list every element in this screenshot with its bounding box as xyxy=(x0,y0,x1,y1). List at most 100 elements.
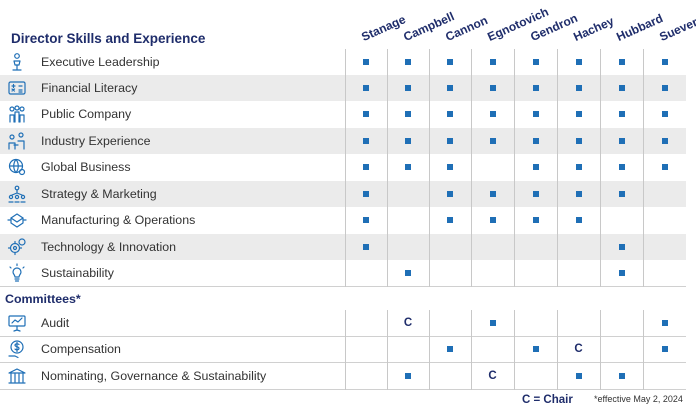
skill-cell-hubbard xyxy=(600,234,643,260)
skill-cell-suever xyxy=(643,101,686,127)
membership-marker xyxy=(618,270,625,276)
skill-cell-campbell xyxy=(387,128,429,154)
membership-marker xyxy=(575,217,582,223)
skill-cell-campbell xyxy=(387,101,429,127)
membership-marker xyxy=(405,270,411,276)
skill-label: Global Business xyxy=(41,160,131,174)
lightbulb-icon xyxy=(7,263,27,283)
skill-cell-egnotovich xyxy=(471,181,514,207)
skill-row: Sustainability xyxy=(0,260,686,287)
skill-row: Industry Experience xyxy=(0,128,686,154)
skill-cell-campbell xyxy=(387,181,429,207)
committee-row: Compensation C xyxy=(0,336,686,363)
skill-row: Technology & Innovation xyxy=(0,234,686,260)
column-divider xyxy=(600,49,601,287)
skill-cell-campbell xyxy=(387,207,429,233)
membership-marker xyxy=(532,138,539,144)
skill-cell-hubbard xyxy=(600,101,643,127)
skill-row: Global Business xyxy=(0,154,686,180)
director-header-hubbard: Hubbard xyxy=(614,11,666,44)
committee-cell-hachey: C xyxy=(557,336,600,362)
skill-row: Public Company xyxy=(0,101,686,127)
skill-cell-egnotovich xyxy=(471,260,514,286)
membership-marker xyxy=(532,164,539,170)
membership-marker xyxy=(363,191,369,197)
page-title: Director Skills and Experience xyxy=(11,31,206,46)
skill-label: Industry Experience xyxy=(41,134,151,148)
membership-marker xyxy=(661,346,668,352)
membership-marker xyxy=(532,59,539,65)
skill-cell-cannon xyxy=(429,181,471,207)
skill-cell-hubbard xyxy=(600,181,643,207)
director-header-stanage: Stanage xyxy=(359,12,408,44)
membership-marker xyxy=(447,85,453,91)
skill-cell-suever xyxy=(643,154,686,180)
membership-marker xyxy=(618,111,625,117)
chair-legend: C = Chair xyxy=(522,394,573,406)
membership-marker xyxy=(661,59,668,65)
skill-cell-gendron xyxy=(514,234,557,260)
membership-marker xyxy=(618,59,625,65)
column-divider xyxy=(387,49,388,287)
skill-cell-suever xyxy=(643,181,686,207)
skill-cell-hachey xyxy=(557,260,600,286)
skill-cell-egnotovich xyxy=(471,234,514,260)
skill-cell-hachey xyxy=(557,101,600,127)
membership-marker xyxy=(363,138,369,144)
skill-label: Public Company xyxy=(41,107,132,121)
membership-marker xyxy=(532,191,539,197)
chair-marker: C xyxy=(574,343,583,355)
committee-cell-suever xyxy=(643,363,686,389)
skill-cell-hachey xyxy=(557,207,600,233)
membership-marker xyxy=(363,217,369,223)
membership-marker xyxy=(447,138,453,144)
column-divider xyxy=(471,49,472,287)
column-divider xyxy=(387,310,388,390)
membership-marker xyxy=(447,59,453,65)
committee-cell-hubbard xyxy=(600,310,643,336)
column-divider xyxy=(429,310,430,390)
membership-marker xyxy=(489,138,496,144)
membership-marker xyxy=(575,138,582,144)
globe-gear-icon xyxy=(7,157,27,177)
committee-cell-hubbard xyxy=(600,336,643,362)
membership-marker xyxy=(661,164,668,170)
membership-marker xyxy=(363,164,369,170)
skill-cell-egnotovich xyxy=(471,128,514,154)
committee-cell-stanage xyxy=(345,336,387,362)
membership-marker xyxy=(405,111,411,117)
committee-cell-hachey xyxy=(557,310,600,336)
committee-cell-cannon xyxy=(429,363,471,389)
membership-marker xyxy=(575,111,582,117)
skill-cell-hubbard xyxy=(600,49,643,75)
column-divider xyxy=(345,310,346,390)
skill-cell-stanage xyxy=(345,75,387,101)
membership-marker xyxy=(363,85,369,91)
skill-cell-stanage xyxy=(345,260,387,286)
skill-label: Strategy & Marketing xyxy=(41,187,157,201)
skill-cell-gendron xyxy=(514,75,557,101)
skill-cell-suever xyxy=(643,260,686,286)
membership-marker xyxy=(447,164,453,170)
membership-marker xyxy=(618,373,625,379)
column-divider xyxy=(557,310,558,390)
membership-marker xyxy=(489,191,496,197)
skill-label: Financial Literacy xyxy=(41,81,138,95)
membership-marker xyxy=(489,217,496,223)
membership-marker xyxy=(618,85,625,91)
membership-marker xyxy=(489,85,496,91)
committee-cell-cannon xyxy=(429,310,471,336)
skill-cell-hubbard xyxy=(600,75,643,101)
skill-cell-egnotovich xyxy=(471,49,514,75)
skill-cell-campbell xyxy=(387,234,429,260)
membership-marker xyxy=(575,191,582,197)
skill-cell-stanage xyxy=(345,207,387,233)
membership-marker xyxy=(618,138,625,144)
membership-marker xyxy=(489,111,496,117)
skill-cell-suever xyxy=(643,75,686,101)
column-divider xyxy=(514,49,515,287)
skill-cell-egnotovich xyxy=(471,75,514,101)
committee-row: Nominating, Governance & Sustainability C xyxy=(0,363,686,390)
committee-cell-hachey xyxy=(557,363,600,389)
skill-label: Technology & Innovation xyxy=(41,240,177,254)
